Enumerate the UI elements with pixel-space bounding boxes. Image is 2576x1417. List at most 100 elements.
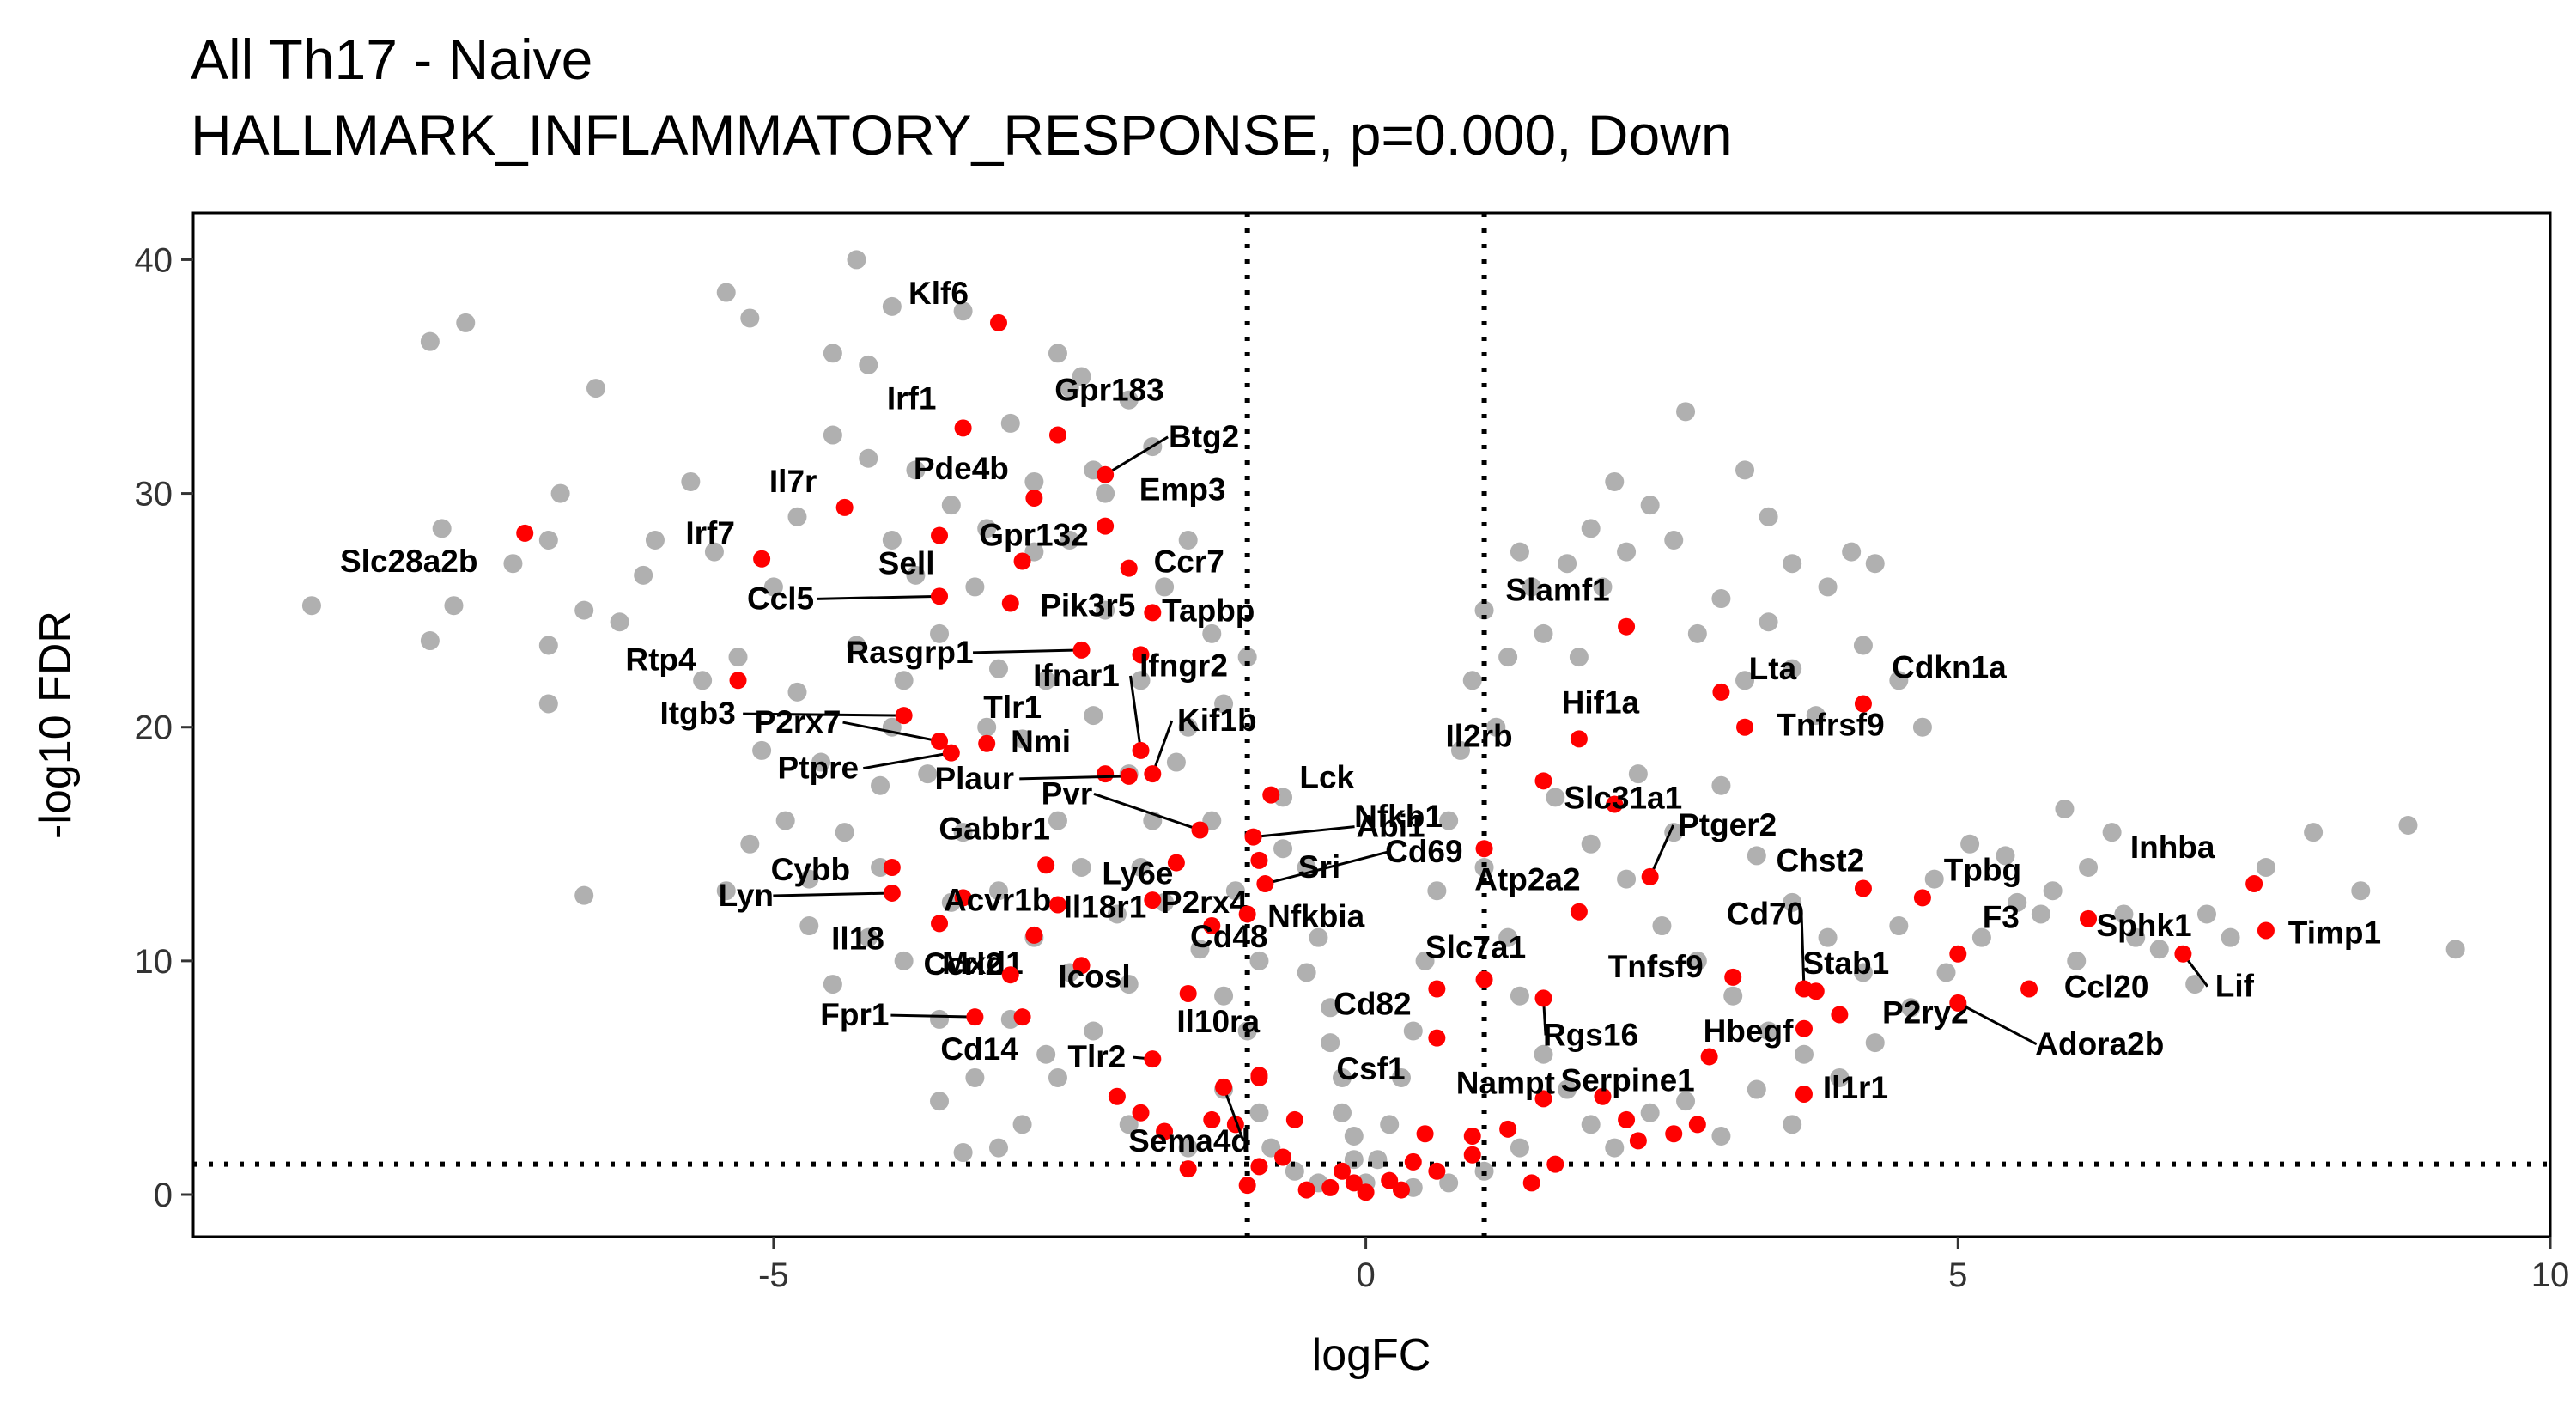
highlight-point [989, 313, 1007, 331]
highlight-point [1179, 1160, 1197, 1178]
highlight-point [1097, 517, 1115, 535]
highlight-point [1048, 896, 1066, 914]
gene-label: Ptpre [778, 751, 860, 786]
highlight-point [1570, 730, 1588, 748]
background-point [1403, 1021, 1423, 1041]
highlight-point [516, 524, 534, 542]
background-point [894, 671, 914, 690]
background-point [988, 1138, 1008, 1158]
background-point [1131, 858, 1151, 878]
x-tick-label: 5 [1948, 1256, 1967, 1294]
background-point [1012, 729, 1032, 749]
background-point [1794, 1044, 1814, 1064]
background-point [1178, 531, 1198, 550]
background-point [1687, 951, 1707, 970]
chart-title: All Th17 - Naive [191, 27, 592, 91]
highlight-point [1132, 1104, 1150, 1122]
background-point [1048, 811, 1067, 830]
highlight-point [2020, 980, 2038, 998]
highlight-point [1831, 1006, 1849, 1024]
leader-line [1264, 850, 1388, 885]
background-point [1924, 869, 1944, 889]
gene-label: Abi1 [1356, 809, 1425, 844]
gene-label: Hif1a [1562, 684, 1640, 720]
gene-label: Sell [878, 545, 935, 581]
x-axis-title: logFC [1312, 1330, 1431, 1380]
gene-label: Il18 [831, 921, 884, 956]
gene-label: Ccl5 [747, 581, 814, 616]
background-point [1000, 413, 1020, 433]
leader-line [1253, 825, 1355, 839]
gene-label: Nfkbia [1267, 898, 1365, 934]
leader-line [816, 594, 940, 600]
background-point [1818, 927, 1838, 947]
background-point [2079, 858, 2099, 878]
background-point [965, 577, 985, 597]
background-point [823, 975, 842, 994]
highlight-point [1795, 1085, 1813, 1103]
highlight-point [931, 587, 949, 605]
background-point [1889, 916, 1909, 936]
y-tick-label: 0 [154, 1177, 173, 1214]
background-point [1439, 811, 1459, 830]
highlight-point [954, 889, 972, 907]
background-point [988, 659, 1008, 678]
background-point [1711, 1126, 1731, 1146]
gene-label: Cybb [771, 852, 851, 887]
background-point [1333, 1103, 1352, 1122]
highlight-point [1807, 982, 1825, 1000]
background-point [1012, 1115, 1032, 1134]
leader-line [1957, 1001, 2038, 1046]
background-point [1711, 775, 1731, 795]
background-point [1321, 1033, 1340, 1053]
background-point [1759, 612, 1778, 632]
highlight-point [1256, 875, 1274, 893]
highlight-point [1913, 889, 1931, 907]
background-point [1593, 577, 1613, 597]
background-point [1178, 717, 1198, 737]
background-point [847, 636, 866, 655]
x-tick-label: 0 [1356, 1256, 1375, 1294]
background-point [1036, 671, 1056, 690]
background-point [645, 531, 665, 550]
gene-label: Ccr7 [1154, 544, 1224, 580]
background-point [1901, 998, 1921, 1018]
background-point [2102, 823, 2122, 842]
background-point [740, 308, 760, 328]
background-point [1344, 1126, 1364, 1146]
background-point [1344, 1150, 1364, 1170]
gene-label: P2rx4 [1161, 885, 1248, 920]
background-point [1498, 927, 1518, 947]
background-point [1427, 881, 1447, 901]
background-point [1510, 986, 1529, 1006]
highlight-point [942, 744, 960, 762]
background-point [1107, 904, 1127, 924]
background-point [1759, 507, 1778, 526]
highlight-point [1534, 772, 1552, 790]
leader-line [842, 721, 940, 743]
background-point [634, 565, 653, 585]
gene-label: Il2rb [1445, 718, 1512, 753]
background-point [2149, 940, 2169, 959]
background-point [752, 740, 772, 760]
gene-label: Klf6 [908, 276, 969, 311]
background-point [2351, 881, 2371, 901]
x-tick-label: 10 [2531, 1256, 2570, 1294]
background-point [1687, 623, 1707, 643]
gene-label: Csf1 [1336, 1051, 1405, 1086]
highlight-point [1215, 1078, 1233, 1096]
background-point [1309, 927, 1328, 947]
gene-label: Adora2b [2035, 1026, 2164, 1061]
gene-label: Slc7a1 [1425, 930, 1526, 965]
background-point [953, 301, 973, 321]
gene-label: Sema4d [1128, 1123, 1250, 1159]
gene-label: Gabbr1 [939, 811, 1050, 846]
background-point [871, 775, 890, 795]
plot-area: Klf6 Gpr183 Irf1 Btg2 Il7r Pde4b Emp3 Slc28a2b I… [193, 213, 2550, 1237]
background-point [1072, 858, 1091, 878]
gene-label: Serpine1 [1560, 1062, 1694, 1098]
gene-label: Irf7 [685, 515, 735, 550]
background-point [586, 379, 605, 398]
highlight-point [1712, 683, 1730, 701]
gene-label: Hbegf [1704, 1013, 1795, 1049]
